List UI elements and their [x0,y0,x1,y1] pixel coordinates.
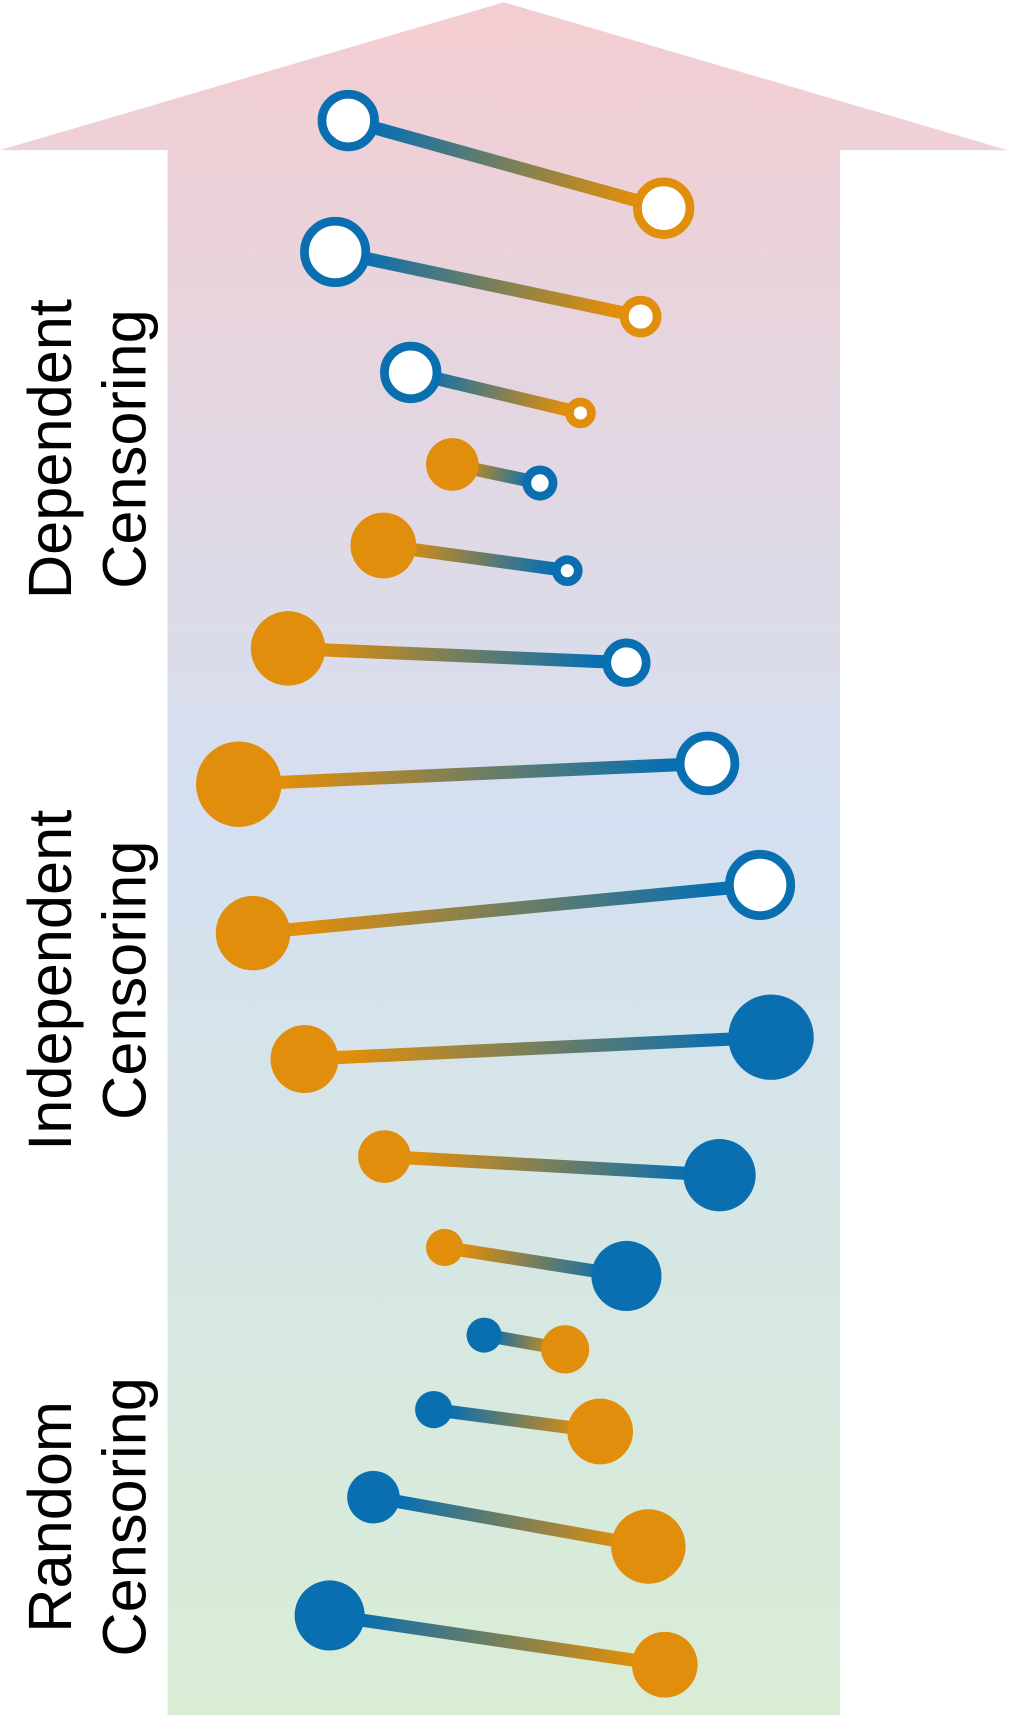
filled-circle [466,1317,502,1353]
label: Censoring [89,1377,158,1657]
filled-circle [683,1139,756,1212]
filled-circle [347,1470,400,1524]
label: Censoring [89,840,158,1120]
open-circle [551,555,583,586]
open-circle [725,849,796,921]
open-circle [633,177,695,239]
connector [328,1608,666,1672]
filled-circle [196,741,282,827]
filled-circle [426,1228,464,1267]
filled-circle [358,1130,411,1183]
connector [333,245,643,324]
label: Independent [15,810,84,1151]
open-circle [522,465,558,501]
arrow [0,2,1008,1716]
filled-circle [631,1631,698,1698]
open-circle [675,731,740,796]
label: Random [15,1401,84,1633]
dumbbells [196,89,814,1698]
filled-circle [426,438,479,491]
connector [304,1030,772,1066]
connector [384,1150,720,1182]
filled-circle [591,1240,662,1312]
filled-circle [611,1509,686,1584]
open-circle [565,397,596,429]
connector [346,114,666,215]
filled-circle [728,994,814,1080]
open-circle [619,295,662,338]
connector [252,878,761,940]
filled-circle [250,611,326,686]
filled-circle [294,1580,365,1651]
open-circle [380,341,442,404]
open-circle [602,638,651,687]
filled-circle [541,1325,590,1374]
open-circle [317,89,379,152]
filled-circle [350,512,417,579]
filled-circle [567,1398,634,1465]
open-circle [300,216,371,288]
filled-circle [270,1025,339,1094]
connector [372,1490,650,1553]
label: Censoring [89,309,158,589]
label: Dependent [15,299,84,599]
connector [287,641,627,670]
filled-circle [415,1390,453,1429]
connector [238,756,708,791]
filled-circle [215,895,291,971]
